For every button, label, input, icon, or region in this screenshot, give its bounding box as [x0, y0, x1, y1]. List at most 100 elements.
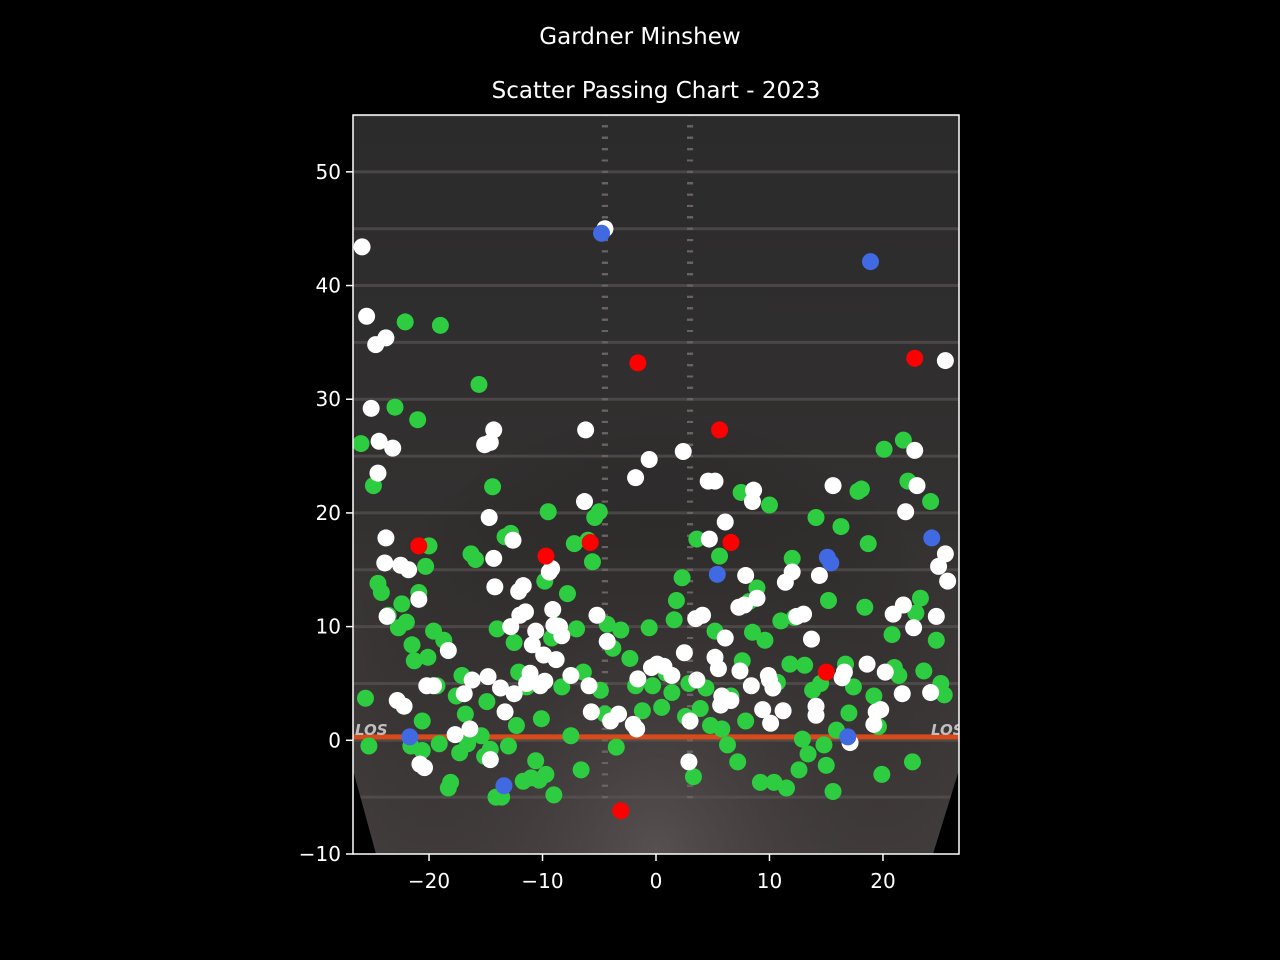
point-incomplete [481, 751, 499, 769]
point-incomplete [358, 307, 376, 325]
point-complete [667, 591, 685, 609]
point-incomplete [479, 668, 497, 686]
point-complete [907, 604, 925, 622]
point-incomplete [480, 508, 498, 526]
point-incomplete [577, 421, 595, 439]
point-complete [386, 398, 404, 416]
point-complete [430, 735, 448, 753]
y-axis: −10 0 10 20 30 40 50 [299, 160, 353, 866]
point-complete [405, 652, 423, 670]
point-incomplete [764, 679, 782, 697]
point-interception [817, 663, 835, 681]
point-incomplete [455, 685, 473, 703]
chart-subtitle: Scatter Passing Chart - 2023 [492, 78, 821, 104]
point-complete [644, 677, 662, 695]
point-incomplete [629, 670, 647, 688]
point-incomplete [502, 618, 520, 636]
y-tick-label: 20 [316, 501, 341, 525]
point-complete [718, 736, 736, 754]
point-incomplete [742, 677, 760, 695]
point-incomplete [461, 720, 479, 738]
point-incomplete [353, 238, 371, 256]
point-complete [927, 631, 945, 649]
point-complete [793, 730, 811, 748]
point-incomplete [425, 677, 443, 695]
point-incomplete [504, 531, 522, 549]
point-incomplete [897, 503, 915, 521]
point-complete [824, 782, 842, 800]
point-complete [894, 431, 912, 449]
point-incomplete [446, 726, 464, 744]
point-incomplete [536, 672, 554, 690]
point-complete [935, 686, 953, 704]
point-complete [653, 698, 671, 716]
point-incomplete [876, 663, 894, 681]
point-complete [532, 710, 550, 728]
point-complete [353, 435, 370, 453]
point-incomplete [795, 605, 813, 623]
point-complete [607, 738, 625, 756]
point-complete [417, 557, 435, 575]
point-incomplete [680, 753, 698, 771]
point-complete [737, 712, 755, 730]
x-tick-label: 20 [870, 869, 895, 893]
point-complete [796, 656, 814, 674]
point-complete [397, 613, 415, 631]
data-points [353, 220, 957, 820]
point-complete [890, 667, 908, 685]
point-complete [478, 693, 496, 711]
point-complete [756, 631, 774, 649]
point-incomplete [674, 443, 692, 461]
point-complete [817, 756, 835, 774]
point-interception [612, 802, 630, 820]
point-complete [760, 496, 778, 514]
point-incomplete [681, 712, 699, 730]
point-complete [505, 634, 523, 652]
point-incomplete [521, 664, 539, 682]
point-incomplete [858, 655, 876, 673]
point-complete [640, 619, 658, 637]
point-incomplete [378, 607, 396, 625]
point-incomplete [395, 697, 413, 715]
point-incomplete [377, 329, 395, 347]
point-complete [873, 765, 891, 783]
point-incomplete [783, 563, 801, 581]
point-complete [507, 717, 525, 735]
point-complete [590, 503, 608, 521]
point-complete [684, 768, 702, 786]
point-complete [488, 620, 506, 638]
point-complete [568, 620, 586, 638]
point-incomplete [762, 714, 780, 732]
point-complete [356, 689, 374, 707]
point-incomplete [527, 622, 545, 640]
point-interception [711, 421, 729, 439]
y-tick-label: 0 [328, 728, 341, 752]
point-incomplete [872, 701, 890, 719]
point-interception [629, 354, 647, 372]
point-incomplete [894, 596, 912, 614]
point-incomplete [627, 469, 645, 487]
point-incomplete [610, 705, 628, 723]
point-complete [396, 313, 414, 331]
point-complete [903, 753, 921, 771]
point-complete [781, 655, 799, 673]
point-complete [691, 699, 709, 717]
point-complete [413, 742, 431, 760]
point-complete [844, 678, 862, 696]
point-complete [852, 480, 870, 498]
point-complete [819, 591, 837, 609]
point-complete [711, 547, 729, 565]
point-incomplete [700, 530, 718, 548]
point-incomplete [663, 667, 681, 685]
point-incomplete [580, 677, 598, 695]
point-complete [807, 508, 825, 526]
point-complete [832, 518, 850, 536]
point-complete [751, 773, 769, 791]
point-incomplete [936, 545, 954, 563]
point-complete [431, 316, 449, 334]
point-incomplete [731, 662, 749, 680]
point-complete [539, 503, 557, 521]
point-incomplete [716, 513, 734, 531]
point-complete [799, 745, 817, 763]
